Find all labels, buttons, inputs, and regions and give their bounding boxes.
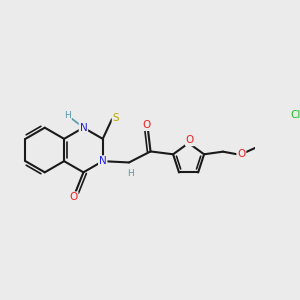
Text: N: N	[99, 156, 106, 166]
Text: H: H	[64, 111, 71, 120]
Text: O: O	[186, 135, 194, 146]
Text: O: O	[69, 192, 78, 202]
Text: O: O	[142, 120, 151, 130]
Text: Cl: Cl	[290, 110, 300, 120]
Text: O: O	[237, 148, 245, 158]
Text: S: S	[112, 113, 119, 123]
Text: H: H	[127, 169, 134, 178]
Text: N: N	[80, 123, 87, 133]
